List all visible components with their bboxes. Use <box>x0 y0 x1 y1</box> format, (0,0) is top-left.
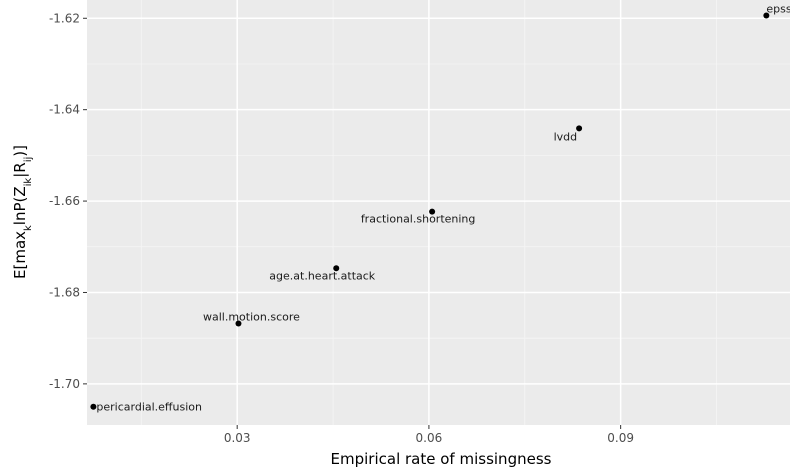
data-points <box>90 12 770 410</box>
major-grid <box>87 0 790 425</box>
minor-grid <box>87 0 790 425</box>
data-point <box>333 265 340 272</box>
y-axis-ticks: -1.62 -1.64 -1.66 -1.68 -1.70 <box>49 11 87 391</box>
data-point <box>90 403 97 410</box>
y-tick-label: -1.62 <box>49 11 80 25</box>
x-axis-title: Empirical rate of missingness <box>331 450 552 468</box>
x-axis-ticks: 0.03 0.06 0.09 <box>224 425 634 445</box>
point-label: lvdd <box>554 130 578 143</box>
point-label: wall.motion.score <box>203 311 300 324</box>
point-label: age.at.heart.attack <box>269 269 376 282</box>
point-labels: pericardial.effusion wall.motion.score age… <box>96 3 790 414</box>
x-tick-label: 0.06 <box>416 431 443 445</box>
data-point <box>429 208 436 215</box>
point-label: epss <box>766 3 790 16</box>
x-tick-label: 0.09 <box>607 431 634 445</box>
point-label: pericardial.effusion <box>96 401 202 414</box>
y-tick-label: -1.70 <box>49 377 80 391</box>
plot-panel <box>87 0 790 425</box>
y-tick-label: -1.66 <box>49 194 80 208</box>
y-axis-title: E[maxklnP(Zik|Rij)] <box>11 145 34 279</box>
data-point <box>576 125 583 132</box>
data-point <box>235 320 242 327</box>
y-tick-label: -1.64 <box>49 103 80 117</box>
data-point <box>763 12 770 19</box>
x-tick-label: 0.03 <box>224 431 251 445</box>
point-label: fractional.shortening <box>361 213 476 226</box>
y-tick-label: -1.68 <box>49 285 80 299</box>
